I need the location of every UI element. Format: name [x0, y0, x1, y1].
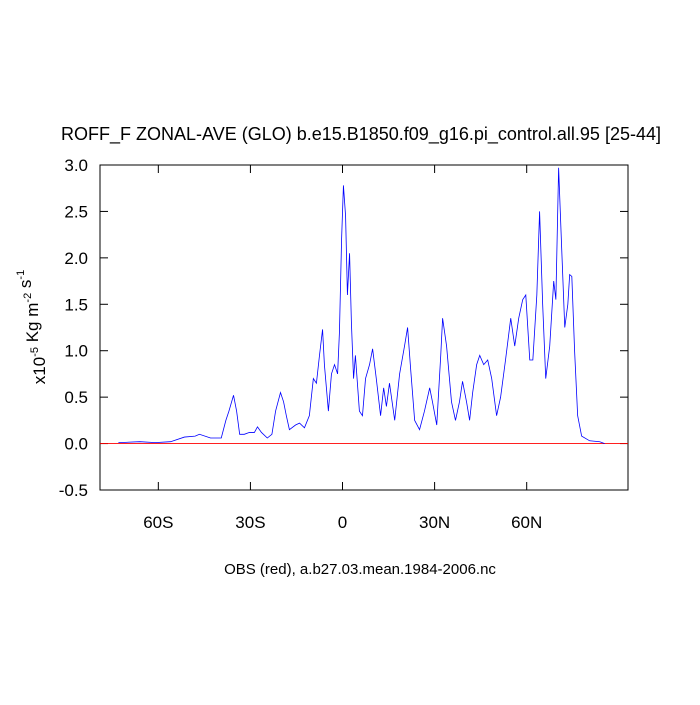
y-tick-label: 2.5: [64, 202, 88, 221]
y-tick-label: 1.0: [64, 342, 88, 361]
x-tick-label: 60S: [143, 513, 173, 532]
y-tick-label: 0.5: [64, 388, 88, 407]
y-label-text: Kg m: [23, 303, 42, 347]
data-line: [118, 167, 605, 444]
chart-title: ROFF_F ZONAL-AVE (GLO) b.e15.B1850.f09_g…: [61, 124, 661, 145]
y-label-text: s: [16, 280, 35, 293]
y-tick-label: 0.0: [64, 435, 88, 454]
y-tick-label: 2.0: [64, 249, 88, 268]
x-axis-label: OBS (red), a.b27.03.mean.1984-2006.nc: [224, 561, 496, 578]
y-tick-label: -0.5: [59, 481, 88, 500]
y-label-text: x10: [30, 357, 49, 384]
x-tick-label: 0: [338, 513, 347, 532]
x-tick-label: 30S: [235, 513, 265, 532]
y-axis-label: x10-5 Kg m-2 s-1: [15, 270, 49, 384]
y-label-superscript: -2: [22, 293, 34, 303]
x-tick-label: 60N: [511, 513, 542, 532]
plot-frame: [99, 164, 629, 491]
y-tick-label: 3.0: [64, 156, 88, 175]
y-label-superscript: -5: [29, 347, 41, 357]
x-tick-label: 30N: [419, 513, 450, 532]
y-label-superscript: -1: [15, 270, 27, 280]
y-tick-label: 1.5: [64, 295, 88, 314]
